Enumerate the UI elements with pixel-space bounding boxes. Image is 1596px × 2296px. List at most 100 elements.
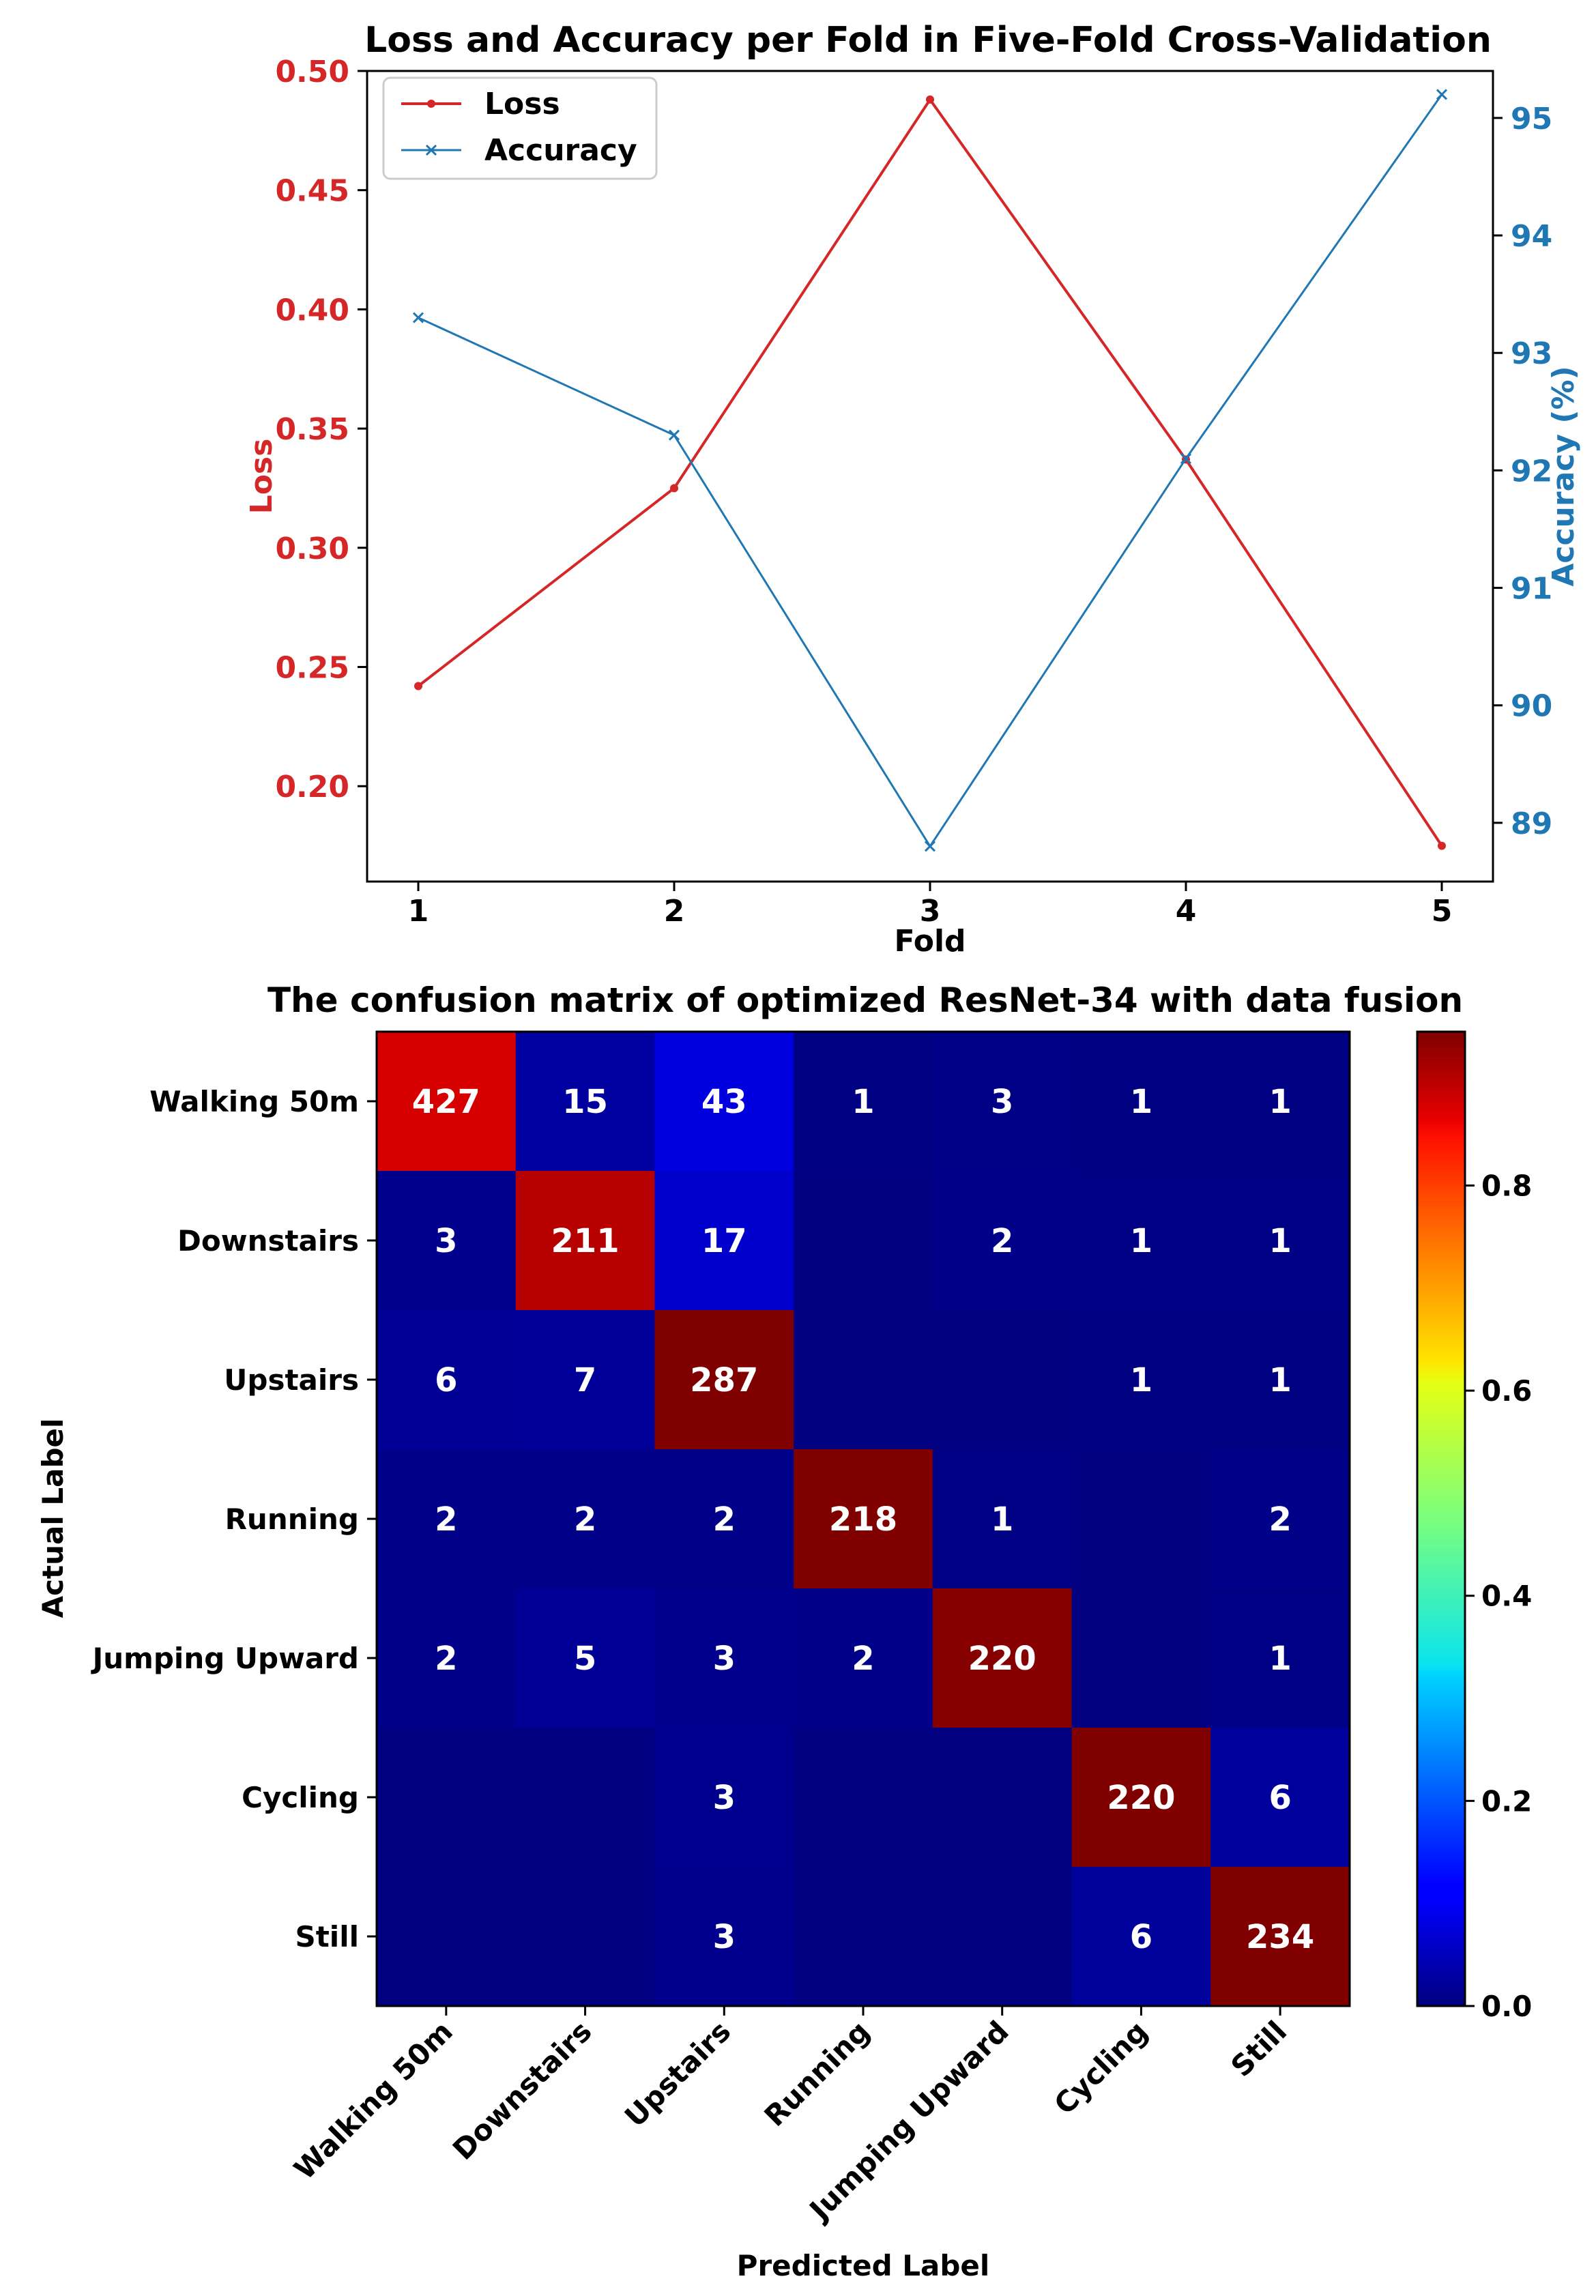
right-y-axis-label: Accuracy (%) xyxy=(1546,366,1581,586)
right-y-tick-label: 91 xyxy=(1511,572,1552,607)
x-tick-label: 2 xyxy=(664,894,685,929)
right-y-tick-label: 89 xyxy=(1511,806,1552,841)
right-y-tick-label: 95 xyxy=(1511,102,1552,136)
cm-cell xyxy=(654,1171,794,1311)
cm-cell xyxy=(515,1171,656,1311)
cm-column-label: Upstairs xyxy=(618,2014,737,2133)
cm-cell xyxy=(1210,1867,1350,2007)
cm-row-label: Running xyxy=(225,1502,359,1536)
cm-column-label: Cycling xyxy=(1047,2014,1154,2121)
loss-line xyxy=(417,98,1443,847)
cm-title: The confusion matrix of optimized ResNet… xyxy=(267,980,1463,1020)
cm-cell-value: 43 xyxy=(701,1083,747,1121)
cm-cell xyxy=(1210,1310,1350,1450)
cm-cell xyxy=(654,1449,794,1589)
cm-cell xyxy=(932,1310,1073,1450)
cm-cell-value: 3 xyxy=(713,1640,736,1678)
x-tick-label: 4 xyxy=(1176,894,1197,929)
right-y-tick-label: 94 xyxy=(1511,219,1552,254)
left-y-tick-label: 0.35 xyxy=(275,412,349,447)
left-y-axis-label: Loss xyxy=(244,439,279,514)
cm-cell xyxy=(654,1728,794,1868)
cm-cell-value: 1 xyxy=(1268,1083,1291,1121)
cm-cell-value: 2 xyxy=(574,1500,596,1539)
loss-point xyxy=(414,682,422,691)
cm-cell-value: 3 xyxy=(991,1083,1013,1121)
cm-cell xyxy=(515,1867,656,2007)
loss-accuracy-chart: Loss and Accuracy per Fold in Five-Fold … xyxy=(244,20,1581,959)
cm-cell xyxy=(654,1867,794,2007)
cm-cell xyxy=(515,1588,656,1728)
series-layer xyxy=(412,89,1448,852)
right-y-tick-label: 92 xyxy=(1511,454,1552,489)
cm-cell xyxy=(377,1171,517,1311)
cm-cell-value: 3 xyxy=(713,1779,736,1817)
cm-cell-value: 220 xyxy=(968,1640,1036,1678)
cm-cell-value: 3 xyxy=(713,1918,736,1956)
cm-cell xyxy=(1210,1728,1350,1868)
accuracy-point xyxy=(668,429,680,441)
right-y-tick-label: 93 xyxy=(1511,336,1552,371)
cm-column-label: Running xyxy=(758,2014,877,2133)
colorbar-tick-label: 0.0 xyxy=(1481,1990,1532,2023)
cm-y-axis-label: Actual Label xyxy=(36,1419,70,1618)
cm-cell-value: 3 xyxy=(435,1222,457,1260)
left-y-tick-label: 0.45 xyxy=(275,174,349,209)
loss-point xyxy=(926,95,934,104)
cm-cell xyxy=(794,1728,933,1868)
colorbar-tick-label: 0.2 xyxy=(1481,1784,1532,1818)
chart-title: Loss and Accuracy per Fold in Five-Fold … xyxy=(364,20,1492,61)
cm-cell-value: 6 xyxy=(435,1361,457,1399)
accuracy-point xyxy=(412,312,424,323)
cm-cell xyxy=(1210,1171,1350,1311)
cm-cell-value: 6 xyxy=(1130,1918,1152,1956)
cm-x-axis-label: Predicted Label xyxy=(737,2249,990,2282)
accuracy-point xyxy=(1436,89,1448,100)
cm-cell xyxy=(654,1032,794,1172)
cm-cell-value: 220 xyxy=(1107,1779,1175,1817)
cm-cell-value: 287 xyxy=(690,1361,758,1399)
cm-cell xyxy=(377,1588,517,1728)
accuracy-line xyxy=(418,93,1443,847)
cm-row-label: Cycling xyxy=(242,1781,359,1814)
cm-cell-value: 1 xyxy=(1130,1083,1152,1121)
left-y-tick-label: 0.40 xyxy=(275,293,349,328)
right-y-tick-label: 90 xyxy=(1511,689,1552,724)
cm-cell xyxy=(515,1032,656,1172)
x-tick-label: 5 xyxy=(1432,894,1453,929)
cm-cell-value: 234 xyxy=(1246,1918,1314,1956)
cm-row-label: Still xyxy=(295,1920,359,1953)
cm-cells: 427 15 43 1 3 1 13 211 17 2 1 16 7 287 1 12 2 2 218 1 22 5 3 2 2… xyxy=(377,1032,1350,2007)
cm-cell-value: 1 xyxy=(991,1500,1013,1539)
x-tick-label: 1 xyxy=(408,894,429,929)
cm-cell xyxy=(654,1588,794,1728)
cm-cell xyxy=(794,1449,933,1589)
right-y-axis-ticks: 89 90 91 92 93 94 95 xyxy=(1493,102,1552,841)
cm-cell-value: 2 xyxy=(435,1500,457,1539)
cm-cell-value: 1 xyxy=(1130,1222,1152,1260)
cm-cell xyxy=(377,1867,517,2007)
accuracy-point xyxy=(1180,453,1192,465)
colorbar-tick-label: 0.8 xyxy=(1481,1169,1532,1202)
cm-cell-value: 5 xyxy=(574,1640,596,1678)
left-y-tick-label: 0.50 xyxy=(275,55,349,89)
cm-cell xyxy=(794,1588,933,1728)
left-y-axis-ticks: 0.20 0.25 0.30 0.35 0.40 0.45 0.50 xyxy=(275,55,367,804)
cm-cell xyxy=(1071,1449,1211,1589)
cm-cell xyxy=(932,1032,1073,1172)
legend-loss-label: Loss xyxy=(484,87,560,121)
cm-cell-value: 1 xyxy=(1130,1361,1152,1399)
cm-cell-value: 211 xyxy=(551,1222,619,1260)
cm-cell-value: 17 xyxy=(701,1222,747,1260)
cm-row-label: Walking 50m xyxy=(149,1085,359,1118)
cm-cell-value: 2 xyxy=(991,1222,1013,1260)
cm-cell xyxy=(1071,1588,1211,1728)
cm-cell xyxy=(1210,1449,1350,1589)
cm-cell xyxy=(794,1310,933,1450)
cm-cell xyxy=(515,1310,656,1450)
cm-cell xyxy=(932,1171,1073,1311)
cm-cell xyxy=(515,1728,656,1868)
cm-cell-value: 15 xyxy=(562,1083,608,1121)
